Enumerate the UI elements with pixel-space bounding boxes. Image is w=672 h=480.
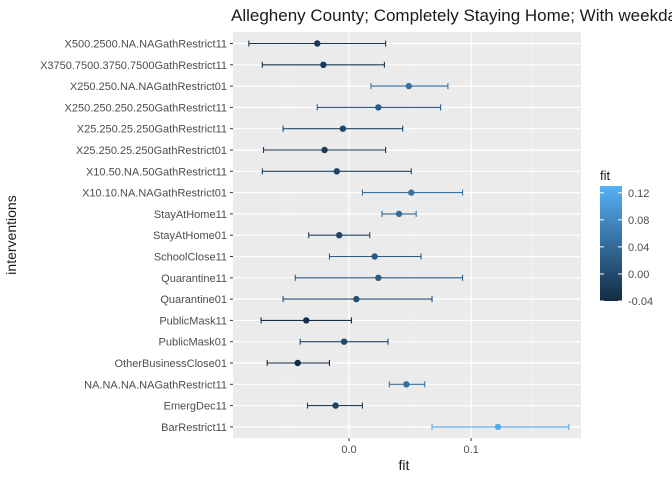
data-point	[405, 82, 413, 90]
y-tick-label: X25.250.25.250GathRestrict11	[77, 124, 227, 136]
error-bar-group	[261, 168, 412, 175]
error-bar-group	[361, 189, 464, 196]
data-point	[333, 168, 340, 175]
error-bar-group	[306, 402, 363, 409]
y-tick-label: X10.10.NA.NAGathRestrict01	[82, 188, 227, 200]
chart-title: Allegheny County; Completely Staying Hom…	[231, 6, 672, 25]
data-point	[303, 317, 310, 324]
legend-colorbar	[600, 186, 622, 301]
y-tick-label: OtherBusinessClose01	[114, 358, 227, 370]
data-point	[314, 40, 321, 47]
error-bar-group	[261, 61, 385, 68]
error-bar-group	[431, 423, 570, 431]
data-point	[353, 295, 360, 303]
error-bar-group	[388, 381, 426, 388]
data-point	[332, 402, 339, 409]
legend-tick-label: 0.12	[628, 188, 649, 200]
data-point	[395, 210, 403, 218]
y-tick-label: X500.2500.NA.NAGathRestrict11	[65, 39, 227, 51]
data-point	[339, 125, 347, 132]
y-tick-label: StayAtHome01	[153, 230, 227, 242]
error-bar-group	[266, 359, 331, 367]
x-axis-title: fit	[399, 457, 410, 473]
legend-tick-label: -0.04	[628, 296, 653, 308]
error-bar-group	[294, 274, 464, 281]
data-point	[340, 338, 348, 345]
data-point	[375, 104, 382, 111]
error-bar-group	[260, 317, 352, 324]
y-tick-label: EmergDec11	[164, 401, 227, 413]
y-tick-label: X250.250.250.250GathRestrict11	[65, 102, 227, 114]
legend-title: fit	[600, 168, 611, 183]
data-marks	[248, 40, 570, 431]
y-tick-label: StayAtHome11	[154, 209, 227, 221]
data-point	[371, 253, 378, 260]
y-tick-labels: X500.2500.NA.NAGathRestrict11 X3750.7500.…	[40, 39, 233, 434]
error-bar-group	[248, 40, 387, 47]
x-tick-label: 0.0	[341, 444, 356, 456]
legend-tick-label: 0.08	[628, 215, 649, 227]
y-tick-label: NA.NA.NA.NAGathRestrict11	[84, 379, 227, 391]
y-tick-label: X250.250.NA.NAGathRestrict01	[70, 81, 227, 93]
data-point	[375, 274, 382, 281]
error-bar-group	[282, 295, 433, 303]
error-bar-group	[370, 82, 449, 90]
y-tick-label: Quarantine11	[161, 273, 227, 285]
y-tick-label: X25.250.25.250GathRestrict01	[76, 145, 227, 157]
data-point	[408, 189, 415, 196]
x-tick-label: 0.1	[463, 444, 478, 456]
data-point	[403, 381, 410, 388]
x-tick-labels: 0.0 0.1	[341, 438, 479, 456]
y-tick-label: X10.50.NA.50GathRestrict11	[86, 166, 227, 178]
data-point	[320, 61, 327, 68]
data-point	[294, 359, 301, 367]
data-point	[321, 146, 328, 154]
data-point	[336, 232, 343, 239]
y-tick-label: SchoolClose11	[154, 252, 227, 264]
legend-ticks: 0.12 0.08 0.04 0.00 -0.04	[600, 188, 653, 308]
y-tick-label: X3750.7500.3750.7500GathRestrict11	[40, 60, 227, 72]
data-point	[494, 423, 502, 431]
error-bar-group	[282, 125, 404, 132]
y-tick-label: PublicMask11	[159, 315, 227, 327]
error-bar-group	[262, 146, 387, 154]
error-bar-group	[308, 232, 371, 239]
error-bar-group	[328, 253, 422, 260]
y-axis-title: interventions	[3, 195, 19, 274]
legend-tick-label: 0.00	[628, 269, 649, 281]
error-bar-group	[316, 104, 442, 111]
y-tick-label: BarRestrict11	[161, 422, 227, 434]
y-tick-label: Quarantine01	[160, 294, 227, 306]
error-bar-group	[299, 338, 389, 345]
y-tick-label: PublicMask01	[159, 337, 227, 349]
legend-tick-label: 0.04	[628, 242, 649, 254]
error-bar-group	[381, 210, 417, 218]
